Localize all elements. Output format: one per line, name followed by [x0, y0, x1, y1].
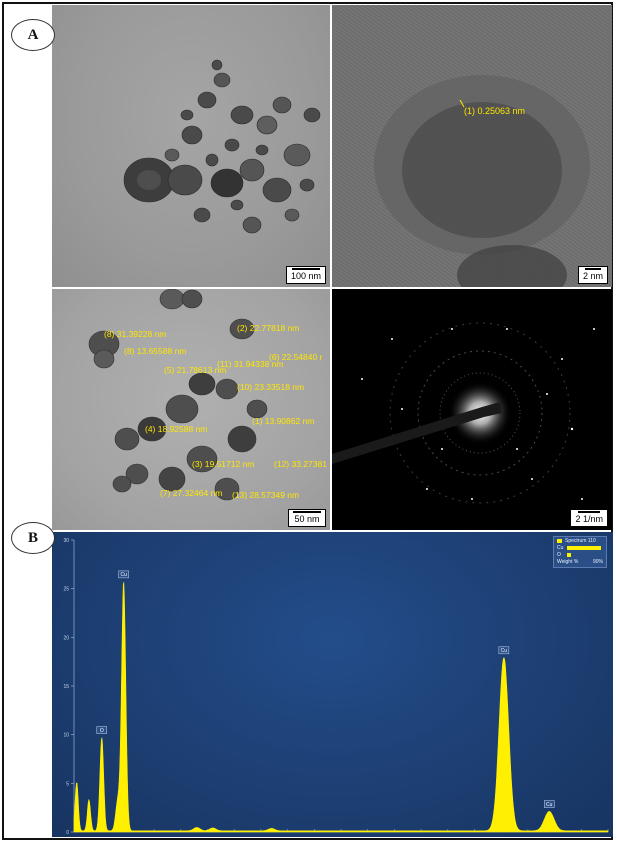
scale-bar-100nm: 100 nm [285, 266, 326, 284]
panel-label-a: A [11, 19, 55, 51]
y-tick-label: 20 [63, 635, 69, 641]
scale-bar-line [578, 511, 601, 513]
peak-label-box [118, 570, 129, 579]
legend-scale-row: Weight % 90% [554, 558, 606, 565]
legend-weight-bar [566, 552, 571, 557]
peak-label-box [96, 726, 108, 734]
legend-title-row: Spectrum 110 [554, 537, 606, 544]
tem-size-measurement-image: (8) 31.39228 nm (8) 13.65588 nm (2) 22.7… [52, 289, 330, 530]
size-measurement-label: (12) 33.27381 [274, 459, 327, 469]
scale-bar-label: 2 nm [582, 271, 603, 281]
size-measurement-label: (4) 18.92588 nm [145, 424, 208, 434]
scale-bar-reciprocal: 2 1/nm [570, 509, 608, 527]
y-tick-label: 10 [63, 733, 69, 739]
eds-spectrum-chart: 0 5 10 15 20 25 30 O Cu Cu Cu Spectrum 110 Cu O We… [52, 532, 613, 837]
peak-label: Cu [120, 572, 127, 578]
size-measurement-label: (11) 31.94338 nm [217, 359, 284, 369]
size-measurement-label: (10) 23.33518 nm [237, 382, 305, 392]
y-tick-label: 0 [66, 830, 69, 836]
scale-bar-50nm: 50 nm [288, 509, 326, 527]
hrtem-lattice-image: (1) 0.25063 nm 2 nm [332, 5, 612, 287]
y-tick-label: 15 [63, 684, 69, 690]
lattice-particle-drawing [374, 75, 590, 287]
scale-bar-line [293, 511, 321, 513]
size-measurement-label: (1) 13.90862 nm [252, 416, 315, 426]
measured-particles-drawing [88, 289, 268, 501]
spectrum-series [73, 581, 609, 833]
legend-scale-max: 90% [592, 558, 603, 565]
legend-scale-label: Weight % [557, 558, 579, 565]
y-tick-label: 25 [63, 587, 69, 593]
tem-low-magnification-image: 100 nm [52, 5, 330, 287]
d-spacing-label: (1) 0.25063 nm [464, 106, 526, 116]
size-measurement-label: (7) 27.32464 nm [160, 488, 223, 498]
scale-bar-2nm: 2 nm [577, 266, 608, 284]
scale-bar-line [584, 268, 601, 270]
scale-bar-label: 50 nm [294, 514, 320, 524]
peak-label-box [498, 646, 510, 655]
peak-label: Cu [501, 648, 508, 654]
peak-label-box [544, 800, 555, 808]
saed-diffraction-pattern: 2 1/nm [332, 289, 612, 530]
scale-bar-label: 2 1/nm [575, 514, 603, 524]
size-measurement-label: (8) 13.65588 nm [124, 346, 187, 356]
size-measurement-label: (2) 22.77818 nm [237, 323, 300, 333]
scale-bar-label: 100 nm [290, 271, 321, 281]
size-measurement-label: (8) 31.39228 nm [104, 329, 167, 339]
size-measurement-label: (6) 22.54840 r [269, 352, 323, 362]
size-measurement-label: (3) 19.51712 nm [192, 459, 255, 469]
peak-label: O [100, 728, 104, 734]
diffraction-rings-drawing [332, 322, 595, 504]
y-tick-label: 30 [63, 538, 69, 544]
size-measurement-label: (5) 21.78613 nm [164, 365, 227, 375]
legend-entry-label: O [557, 551, 561, 558]
legend-title: Spectrum 110 [565, 537, 596, 544]
size-measurement-label: (13) 28.57349 nm [232, 490, 300, 500]
nanoparticle-cluster-drawing [123, 59, 321, 234]
chart-legend: Spectrum 110 Cu O Weight % 90% [553, 536, 607, 568]
y-tick-label: 5 [66, 781, 69, 787]
legend-entry-o: O [554, 551, 606, 558]
legend-weight-bar [567, 545, 602, 550]
peak-label: Cu [546, 802, 553, 808]
legend-swatch [557, 538, 562, 543]
panel-label-b: B [11, 522, 55, 554]
scale-bar-line [291, 268, 320, 270]
legend-entry-label: Cu [557, 544, 564, 551]
legend-entry-cu: Cu [554, 544, 606, 551]
